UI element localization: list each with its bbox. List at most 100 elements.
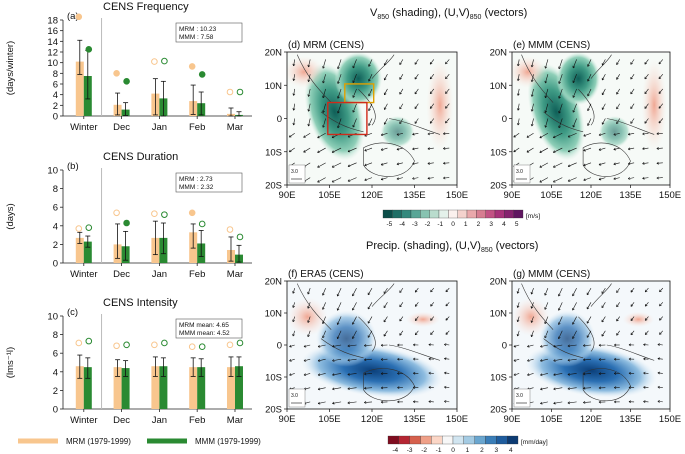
wind-vector bbox=[642, 147, 649, 150]
wind-vector-head bbox=[347, 358, 350, 362]
lon-label: 150E bbox=[659, 414, 681, 425]
wind-vector-head bbox=[613, 147, 616, 151]
wind-vector bbox=[539, 162, 549, 168]
wind-vector-head bbox=[352, 336, 355, 339]
wind-vector bbox=[598, 162, 606, 166]
wind-vector bbox=[337, 118, 342, 129]
wind-vector-head bbox=[289, 373, 292, 376]
shading-negative bbox=[380, 115, 415, 148]
wind-vector bbox=[616, 88, 620, 95]
wind-vector bbox=[322, 316, 326, 324]
wind-vector bbox=[517, 59, 520, 67]
wind-vector-head bbox=[414, 76, 418, 80]
wind-vector bbox=[399, 103, 404, 110]
wind-vector-head bbox=[428, 371, 431, 375]
wind-vector bbox=[601, 287, 606, 294]
wind-vector bbox=[658, 59, 664, 65]
extreme-marker bbox=[161, 211, 168, 218]
wind-vector bbox=[598, 147, 606, 151]
wind-vector bbox=[656, 162, 663, 164]
region-box-south bbox=[327, 101, 368, 136]
wind-vector-head bbox=[616, 106, 619, 110]
x-tick-label: Jan bbox=[152, 122, 167, 133]
y-tick-label: 10 bbox=[47, 166, 58, 177]
wind-vector-head bbox=[544, 80, 548, 84]
wind-vector-head bbox=[644, 332, 648, 335]
wind-vector bbox=[630, 59, 635, 65]
wind-vector bbox=[303, 133, 311, 138]
wind-vector-head bbox=[430, 318, 433, 321]
wind-vector-head bbox=[583, 134, 586, 137]
wind-vector bbox=[307, 302, 311, 309]
wind-vector bbox=[399, 88, 404, 95]
wind-vector bbox=[544, 287, 549, 296]
wind-vector-head bbox=[601, 77, 605, 81]
wind-vector bbox=[414, 73, 419, 80]
wind-vector-head bbox=[429, 61, 433, 65]
extreme-marker bbox=[198, 220, 206, 228]
wind-vector-head bbox=[337, 125, 340, 129]
wind-vector bbox=[553, 373, 563, 376]
wind-vector-head bbox=[526, 135, 530, 138]
wind-vector bbox=[553, 133, 563, 138]
wind-vector bbox=[513, 133, 520, 138]
wind-vector-head bbox=[364, 344, 367, 347]
wind-vector bbox=[558, 316, 563, 325]
wind-vector bbox=[364, 373, 373, 375]
wind-vector bbox=[583, 358, 592, 361]
wind-vector-head bbox=[322, 293, 325, 296]
wind-vector-head bbox=[307, 306, 310, 309]
wind-vector bbox=[553, 401, 563, 404]
colorbar-tick: 4 bbox=[509, 447, 513, 454]
wind-vector bbox=[598, 132, 606, 136]
wind-vector bbox=[337, 88, 342, 99]
wind-vector-head bbox=[368, 108, 371, 112]
shading-positive bbox=[512, 55, 547, 88]
wind-vector-head bbox=[413, 343, 416, 347]
wind-vector-head bbox=[427, 176, 431, 180]
y-tick-label: 16 bbox=[47, 26, 58, 37]
wind-vector bbox=[544, 302, 549, 310]
wind-vector bbox=[656, 132, 663, 135]
y-tick-label: 18 bbox=[47, 16, 58, 27]
wind-vector-head bbox=[337, 66, 340, 70]
wind-vector bbox=[517, 118, 520, 126]
wind-vector-head bbox=[347, 149, 351, 153]
wind-vector bbox=[517, 88, 520, 96]
wind-vector bbox=[642, 162, 649, 164]
wind-vector bbox=[659, 302, 664, 307]
wind-vector-head bbox=[572, 336, 575, 339]
wind-vector-head bbox=[307, 79, 311, 82]
wind-vector bbox=[384, 88, 388, 95]
wind-vector-head bbox=[288, 134, 292, 138]
wind-vector bbox=[367, 302, 373, 310]
wind-vector bbox=[444, 358, 450, 360]
wind-vector bbox=[630, 118, 635, 124]
bar-mmm bbox=[159, 366, 168, 409]
wind-vector-head bbox=[659, 318, 662, 321]
wind-vector-head bbox=[352, 293, 355, 297]
wind-vector-head bbox=[383, 63, 387, 66]
wind-vector-head bbox=[658, 91, 662, 94]
wind-vector-head bbox=[572, 110, 576, 113]
wind-vector bbox=[444, 344, 450, 346]
y-tick-label: 6 bbox=[53, 203, 58, 214]
wind-vector-head bbox=[644, 289, 648, 293]
wind-vector-head bbox=[322, 125, 325, 128]
wind-vector bbox=[293, 118, 296, 126]
extreme-marker bbox=[75, 225, 83, 232]
colorbar-tick: 4 bbox=[502, 221, 506, 228]
wind-vector-head bbox=[317, 165, 320, 168]
wind-vector-head bbox=[428, 385, 431, 389]
wind-vector-head bbox=[583, 163, 586, 167]
wind-vector-head bbox=[399, 290, 402, 293]
colorbar-cell bbox=[387, 435, 399, 445]
wind-vector-head bbox=[413, 400, 416, 404]
wind-vector-head bbox=[659, 289, 662, 293]
wind-vector-head bbox=[397, 357, 400, 361]
wind-vector bbox=[352, 287, 357, 297]
x-tick-label: Winter bbox=[70, 269, 97, 280]
wind-vector bbox=[567, 401, 577, 404]
wind-vector bbox=[427, 162, 434, 164]
wind-vector bbox=[558, 103, 563, 114]
